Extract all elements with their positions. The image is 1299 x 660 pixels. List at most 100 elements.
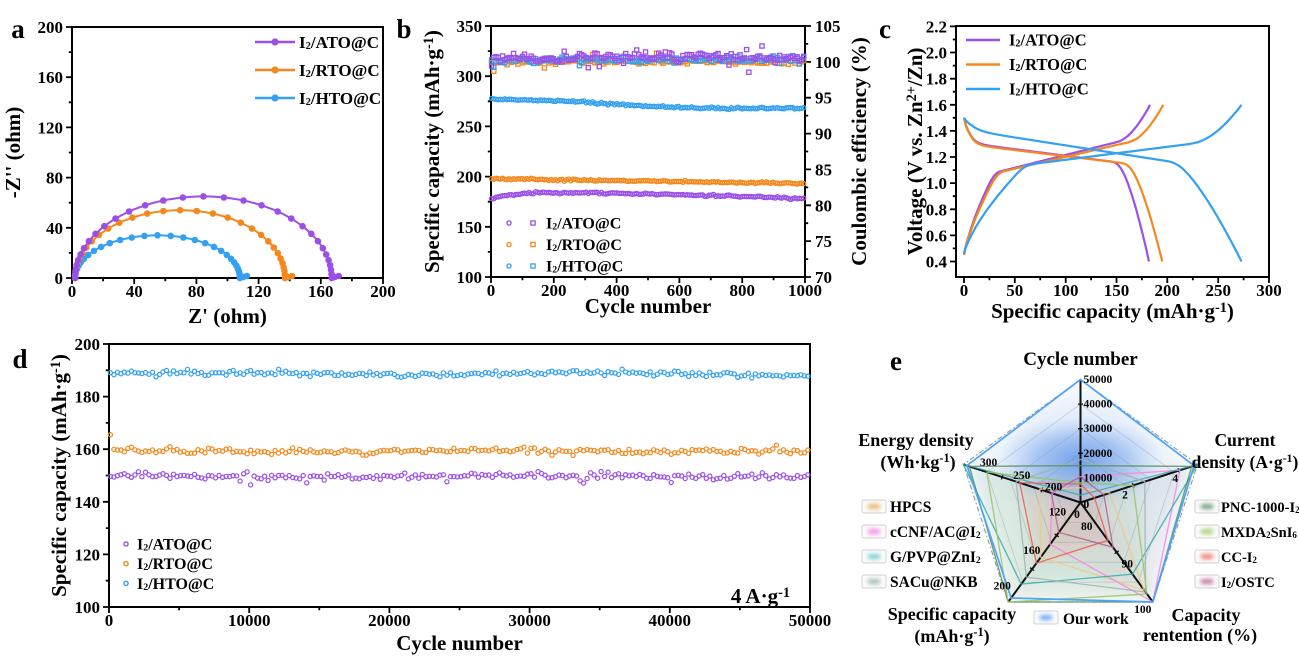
svg-text:1.2: 1.2 — [926, 148, 947, 167]
svg-text:180: 180 — [75, 388, 101, 407]
svg-text:75: 75 — [815, 232, 832, 251]
svg-text:Specific capacity (mAh·g-1​): Specific capacity (mAh·g-1​) — [991, 299, 1234, 323]
svg-text:50000: 50000 — [789, 611, 832, 630]
svg-text:Cycle number: Cycle number — [1023, 349, 1138, 370]
svg-text:120: 120 — [246, 282, 272, 301]
svg-text:120: 120 — [1049, 507, 1067, 519]
svg-text:300: 300 — [457, 67, 483, 86]
svg-text:Capacity: Capacity — [1172, 605, 1241, 625]
svg-text:20000: 20000 — [368, 611, 411, 630]
svg-text:1.0: 1.0 — [926, 174, 947, 193]
svg-text:2.2: 2.2 — [926, 17, 947, 36]
svg-text:350: 350 — [457, 17, 483, 36]
svg-text:I2​/HTO@C: I2​/HTO@C — [1009, 80, 1089, 99]
svg-text:40: 40 — [46, 219, 63, 238]
svg-text:Z' (ohm): Z' (ohm) — [188, 304, 267, 328]
svg-text:600: 600 — [667, 281, 693, 300]
svg-text:Voltage (V vs. Zn2+​/Zn): Voltage (V vs. Zn2+​/Zn) — [903, 48, 927, 256]
svg-text:160: 160 — [75, 440, 101, 459]
svg-text:400: 400 — [604, 281, 630, 300]
svg-text:100: 100 — [815, 53, 841, 72]
svg-text:250: 250 — [1205, 281, 1231, 300]
svg-text:1.4: 1.4 — [926, 122, 948, 141]
svg-text:HPCS: HPCS — [890, 499, 931, 516]
svg-text:200: 200 — [75, 335, 101, 354]
svg-text:cCNF/AC@I2​: cCNF/AC@I2​ — [890, 524, 981, 541]
svg-text:0: 0 — [1074, 509, 1080, 521]
svg-text:Cycle number: Cycle number — [585, 294, 712, 318]
svg-text:800: 800 — [729, 281, 755, 300]
svg-text:70: 70 — [815, 268, 832, 287]
svg-text:rentention (%): rentention (%) — [1143, 625, 1257, 646]
svg-text:CC-I2​: CC-I2​ — [1221, 550, 1257, 566]
svg-text:Specific capacity (mAh·g-1​): Specific capacity (mAh·g-1​) — [420, 30, 444, 273]
svg-text:0.8: 0.8 — [926, 200, 947, 219]
svg-text:200: 200 — [370, 282, 396, 301]
svg-text:I2​/ATO@C: I2​/ATO@C — [1009, 31, 1087, 50]
svg-text:150: 150 — [1104, 281, 1130, 300]
svg-text:I2​/HTO@C: I2​/HTO@C — [299, 89, 381, 108]
svg-text:G/PVP@ZnI2​: G/PVP@ZnI2​ — [890, 549, 981, 566]
svg-text:1.8: 1.8 — [926, 70, 947, 89]
svg-text:d: d — [12, 344, 27, 374]
svg-text:-Z'' (ohm): -Z'' (ohm) — [1, 107, 25, 199]
svg-text:MXDA2​SnI6​: MXDA2​SnI6​ — [1221, 525, 1297, 541]
svg-text:160: 160 — [308, 282, 334, 301]
svg-text:300: 300 — [980, 457, 998, 469]
svg-text:80: 80 — [188, 282, 205, 301]
svg-text:0: 0 — [55, 269, 64, 288]
svg-text:I2​/RTO@C: I2​/RTO@C — [299, 61, 380, 80]
svg-text:160: 160 — [1023, 545, 1041, 557]
svg-text:10000: 10000 — [1084, 472, 1113, 484]
svg-text:SACu@NKB: SACu@NKB — [890, 574, 978, 591]
svg-text:a: a — [11, 14, 25, 44]
svg-text:80: 80 — [815, 196, 832, 215]
svg-text:200: 200 — [1045, 481, 1063, 493]
svg-text:95: 95 — [815, 89, 832, 108]
svg-text:0: 0 — [960, 281, 969, 300]
svg-text:100: 100 — [1134, 604, 1152, 616]
svg-text:105: 105 — [815, 17, 841, 36]
svg-text:I2​/HTO@C: I2​/HTO@C — [546, 259, 623, 276]
svg-text:I2​/HTO@C: I2​/HTO@C — [137, 576, 214, 593]
svg-text:I2​/OSTC: I2​/OSTC — [1221, 575, 1275, 591]
svg-text:90: 90 — [815, 125, 832, 144]
svg-text:30000: 30000 — [508, 611, 551, 630]
svg-text:density (A·g-1​): density (A·g-1​) — [1192, 451, 1299, 472]
svg-text:0: 0 — [487, 281, 496, 300]
svg-text:50000: 50000 — [1084, 374, 1113, 386]
svg-text:140: 140 — [75, 493, 101, 512]
svg-text:1.6: 1.6 — [926, 96, 947, 115]
svg-text:Specific capacity: Specific capacity — [888, 604, 1016, 624]
svg-text:c: c — [879, 14, 891, 44]
svg-text:250: 250 — [457, 117, 483, 136]
svg-text:0.6: 0.6 — [926, 226, 947, 245]
svg-text:200: 200 — [541, 281, 567, 300]
svg-text:2.0: 2.0 — [926, 44, 947, 63]
svg-text:b: b — [396, 14, 411, 44]
svg-text:10000: 10000 — [228, 611, 271, 630]
svg-text:1000: 1000 — [788, 281, 822, 300]
svg-text:I2​/ATO@C: I2​/ATO@C — [137, 537, 212, 554]
svg-text:80: 80 — [46, 169, 63, 188]
svg-text:0: 0 — [1084, 499, 1090, 511]
svg-text:30000: 30000 — [1084, 423, 1113, 435]
svg-text:I2​/RTO@C: I2​/RTO@C — [137, 556, 213, 573]
svg-text:20000: 20000 — [1084, 448, 1113, 460]
svg-text:I2​/RTO@C: I2​/RTO@C — [1009, 55, 1087, 74]
svg-text:Energy density: Energy density — [858, 430, 974, 450]
svg-text:200: 200 — [457, 168, 483, 187]
svg-text:0: 0 — [105, 611, 114, 630]
svg-text:300: 300 — [1256, 281, 1282, 300]
svg-text:80: 80 — [1081, 521, 1093, 533]
svg-text:100: 100 — [457, 268, 483, 287]
svg-text:0.4: 0.4 — [926, 253, 948, 272]
svg-text:120: 120 — [75, 545, 101, 564]
svg-text:PNC-1000-I2​: PNC-1000-I2​ — [1221, 500, 1299, 516]
svg-text:200: 200 — [994, 581, 1012, 593]
svg-text:50: 50 — [1006, 281, 1023, 300]
svg-text:250: 250 — [1013, 470, 1031, 482]
svg-text:I2​/ATO@C: I2​/ATO@C — [546, 216, 621, 233]
svg-text:85: 85 — [815, 160, 832, 179]
svg-text:120: 120 — [38, 118, 64, 137]
